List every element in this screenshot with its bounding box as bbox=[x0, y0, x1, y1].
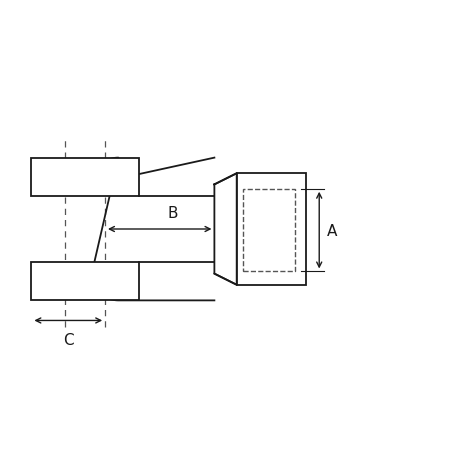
Text: C: C bbox=[63, 332, 73, 347]
Bar bbox=[138, 196, 214, 263]
Bar bbox=[236, 174, 305, 285]
Bar bbox=[243, 190, 294, 272]
Bar bbox=[31, 263, 138, 301]
Polygon shape bbox=[214, 174, 236, 285]
Text: B: B bbox=[168, 206, 178, 221]
Polygon shape bbox=[91, 158, 214, 301]
Bar bbox=[31, 158, 138, 196]
Text: A: A bbox=[326, 223, 337, 238]
